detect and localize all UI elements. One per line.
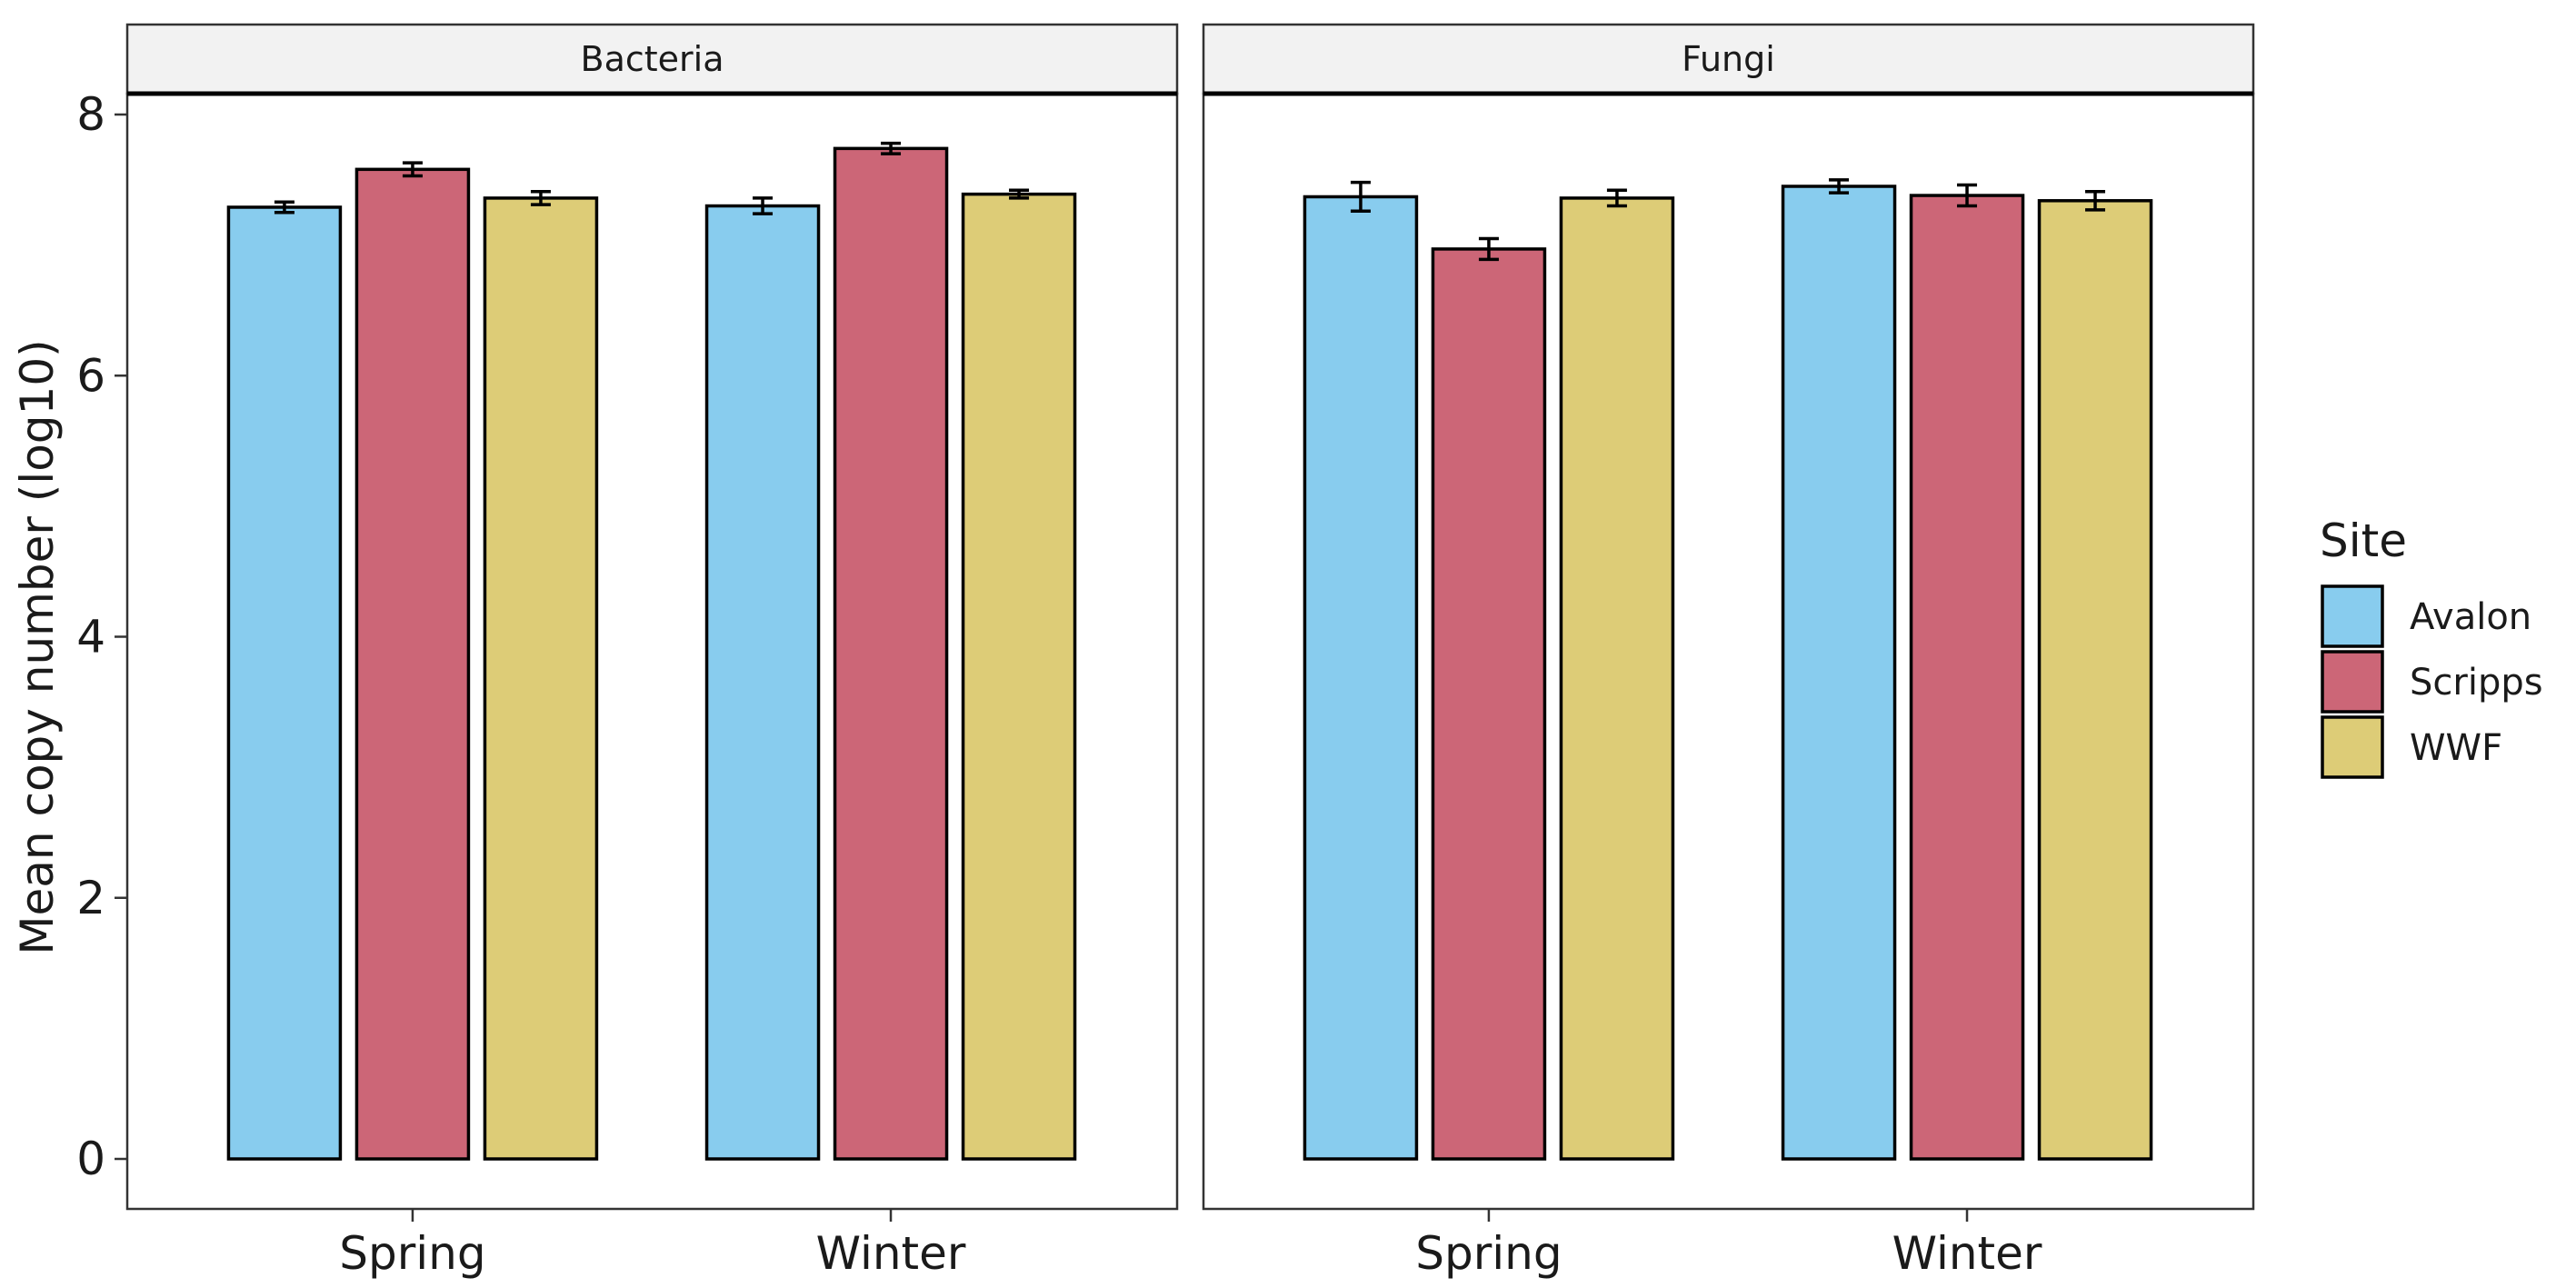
bar-bacteria-winter-wwf xyxy=(961,192,1077,1161)
facet-strip-label: Fungi xyxy=(1682,39,1775,79)
x-tick-label: Spring xyxy=(339,1227,485,1280)
error-bar xyxy=(1350,180,1371,214)
legend-title: Site xyxy=(2320,514,2407,567)
error-bar xyxy=(1478,236,1499,262)
error-bar xyxy=(1829,178,1850,195)
bar-bacteria-spring-avalon xyxy=(226,205,343,1161)
error-bar xyxy=(881,141,902,155)
bar-fungi-spring-wwf xyxy=(1559,196,1675,1161)
x-tick-label: Winter xyxy=(1892,1227,2042,1280)
legend-label: Avalon xyxy=(2410,596,2531,638)
legend-item-wwf: WWF xyxy=(2321,715,2502,779)
bar-fungi-spring-scripps xyxy=(1431,247,1547,1161)
y-tick-label: 2 xyxy=(76,872,105,924)
error-bar xyxy=(2085,189,2106,212)
y-tick-label: 0 xyxy=(76,1133,105,1185)
x-tick-label: Spring xyxy=(1415,1227,1562,1280)
panel-fungi: Fungi Spring Winter xyxy=(1202,23,2255,1280)
y-tick-label: 6 xyxy=(76,349,105,402)
facet-strip xyxy=(1202,23,2255,95)
y-tick-label: 8 xyxy=(76,88,105,141)
error-bar xyxy=(1957,183,1978,208)
legend-item-avalon: Avalon xyxy=(2321,584,2531,648)
panels-layer: Bacteria Spring Winter Fungi Spring Winter xyxy=(125,23,2255,1280)
bar-bacteria-winter-scripps xyxy=(833,146,949,1161)
y-axis: 0 2 4 6 8 xyxy=(76,88,127,1185)
legend-key xyxy=(2321,584,2384,648)
bar-fungi-winter-avalon xyxy=(1781,185,1897,1161)
bar-fungi-winter-wwf xyxy=(2037,199,2153,1161)
error-bar xyxy=(753,196,774,215)
bar-bacteria-winter-avalon xyxy=(704,204,821,1161)
legend-item-scripps: Scripps xyxy=(2321,650,2543,714)
x-tick-label: Winter xyxy=(816,1227,966,1280)
bar-fungi-spring-avalon xyxy=(1303,195,1419,1161)
legend-label: Scripps xyxy=(2410,662,2543,704)
error-bar xyxy=(274,200,295,215)
y-tick-label: 4 xyxy=(76,611,105,664)
bar-fungi-winter-scripps xyxy=(1909,194,2025,1161)
error-bar xyxy=(530,189,551,206)
bar-bacteria-spring-wwf xyxy=(483,196,599,1161)
legend-key xyxy=(2321,650,2384,714)
y-axis-title: Mean copy number (log10) xyxy=(11,339,64,954)
panel-bacteria: Bacteria Spring Winter xyxy=(125,23,1179,1280)
legend-label: WWF xyxy=(2410,727,2502,769)
error-bar xyxy=(402,161,423,178)
facet-strip-label: Bacteria xyxy=(581,39,724,79)
error-bar xyxy=(1606,188,1627,208)
error-bar xyxy=(1009,188,1030,200)
facet-strip xyxy=(125,23,1179,95)
bar-bacteria-spring-scripps xyxy=(354,167,471,1161)
legend-key xyxy=(2321,715,2384,779)
